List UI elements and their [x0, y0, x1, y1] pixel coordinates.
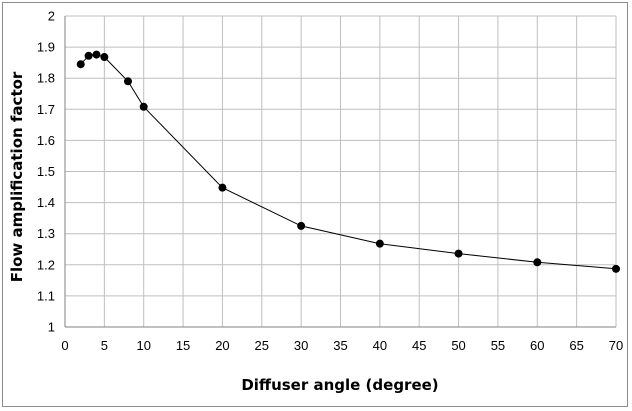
x-tick-label: 15	[176, 338, 190, 353]
x-tick-label: 70	[609, 338, 623, 353]
data-point	[92, 50, 101, 59]
data-series	[76, 50, 620, 273]
data-point	[533, 258, 542, 267]
data-point	[76, 60, 85, 69]
y-tick-label: 1.4	[37, 195, 55, 210]
x-tick-label: 50	[451, 338, 465, 353]
x-tick-label: 45	[412, 338, 426, 353]
y-tick-label: 1.6	[37, 133, 55, 148]
x-tick-label: 0	[61, 338, 68, 353]
y-tick-label: 1.9	[37, 40, 55, 55]
y-tick-label: 1.2	[37, 257, 55, 272]
x-tick-label: 10	[136, 338, 150, 353]
x-tick-label: 20	[215, 338, 229, 353]
x-axis-title: Diffuser angle (degree)	[241, 376, 438, 394]
y-tick-label: 1.7	[37, 102, 55, 117]
y-tick-label: 1.8	[37, 71, 55, 86]
data-point	[612, 264, 620, 273]
x-tick-label: 55	[491, 338, 505, 353]
y-axis-title: Flow amplification factor	[8, 71, 26, 282]
chart-frame	[2, 2, 628, 407]
tick-labels: 0 5 10 15 20 25 30 35 40 45 50 55 60 65 70 1 1.1 1.2 1.3 1.…	[37, 9, 623, 354]
axes	[64, 16, 616, 328]
x-tick-label: 5	[101, 338, 108, 353]
data-point	[218, 183, 227, 192]
x-tick-label: 25	[255, 338, 269, 353]
x-tick-label: 65	[569, 338, 583, 353]
x-tick-label: 60	[530, 338, 544, 353]
data-point	[375, 239, 384, 248]
x-tick-label: 35	[333, 338, 347, 353]
data-point	[123, 77, 132, 86]
y-tick-label: 1	[48, 320, 55, 335]
y-tick-label: 1.5	[37, 164, 55, 179]
y-tick-label: 2	[48, 9, 55, 24]
data-point	[139, 102, 148, 111]
y-tick-label: 1.3	[37, 226, 55, 241]
data-point	[100, 53, 109, 62]
data-point	[84, 51, 93, 60]
data-point	[297, 221, 306, 230]
data-point	[454, 249, 463, 258]
y-tick-label: 1.1	[37, 288, 55, 303]
x-tick-label: 40	[373, 338, 387, 353]
gridlines	[64, 15, 617, 328]
x-tick-label: 30	[294, 338, 308, 353]
series-line	[80, 54, 617, 270]
